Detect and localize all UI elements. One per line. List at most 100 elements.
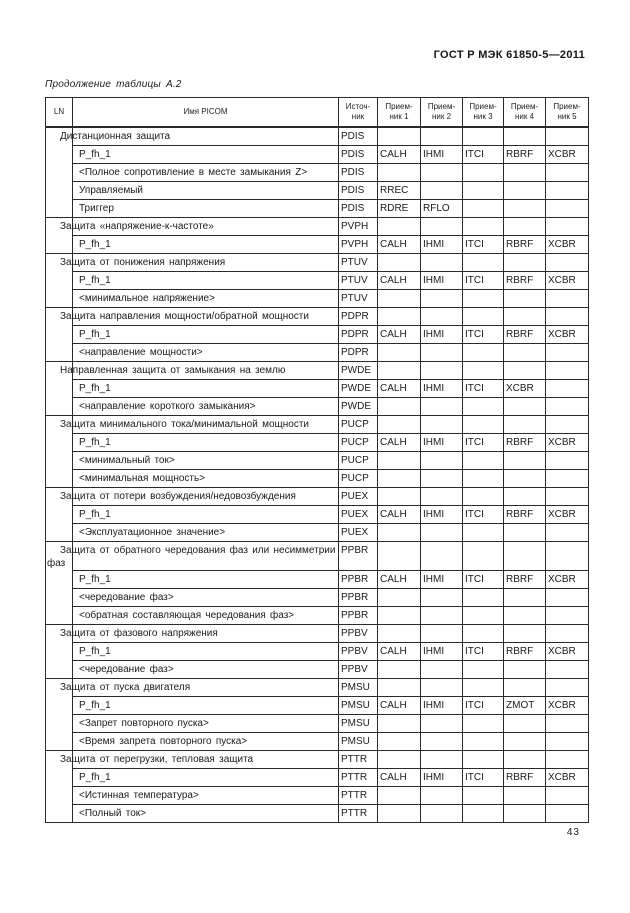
receiver-cell (420, 731, 463, 751)
table-row: P_fh_1 PWDE CALH IHMI ITCI XCBR (46, 378, 589, 398)
receiver-cell (462, 450, 504, 470)
picom-group-name: Защита от перегрузки, тепловая защита (60, 753, 254, 765)
receiver-cell: RFLO (420, 198, 463, 218)
table-row: <направление мощности> PDPR (46, 342, 589, 362)
receiver-cell (420, 414, 463, 434)
receiver-cell (545, 803, 589, 823)
receiver-cell: IHMI (420, 569, 463, 589)
receiver-cell: ITCI (462, 767, 504, 787)
receiver-cell (503, 252, 546, 272)
receiver-cell (462, 677, 504, 697)
receiver-cell: RDRE (377, 198, 421, 218)
table-row: <Полный ток> PTTR (46, 803, 589, 823)
receiver-cell (377, 522, 421, 542)
receiver-cell (420, 360, 463, 380)
source-cell: PVPH (338, 216, 378, 236)
receiver-cell: ITCI (462, 641, 504, 661)
receiver-cell: CALH (377, 144, 421, 164)
picom-name-cell: P_fh_1 (72, 432, 339, 452)
receiver-cell (377, 486, 421, 506)
table-row: P_fh_1 PUEX CALH IHMI ITCI RBRF XCBR (46, 504, 589, 524)
receiver-cell: CALH (377, 378, 421, 398)
receiver-cell (545, 522, 589, 542)
ln-cell (45, 414, 73, 488)
receiver-cell: ITCI (462, 324, 504, 344)
receiver-cell: XCBR (545, 695, 589, 715)
source-cell: PTTR (338, 749, 378, 769)
picom-name-cell: P_fh_1 (72, 641, 339, 661)
picom-name-cell: <Эксплуатационное значение> (72, 522, 339, 542)
receiver-cell (377, 342, 421, 362)
picom-group-name-cell: Защита «напряжение-к-частоте» (60, 216, 339, 236)
receiver-cell: CALH (377, 270, 421, 290)
document-number: ГОСТ Р МЭК 61850-5—2011 (433, 49, 585, 61)
col-header-picom: Имя PICOM (72, 97, 339, 128)
receiver-cell (420, 659, 463, 679)
table-row: <минимальное напряжение> PTUV (46, 288, 589, 308)
receiver-cell (377, 540, 421, 571)
receiver-cell (420, 713, 463, 733)
receiver-cell (420, 587, 463, 607)
picom-group-name-cell: Защита от пуска двигателя (60, 677, 339, 697)
picom-name-cell: <Полный ток> (72, 803, 339, 823)
receiver-cell (377, 468, 421, 488)
receiver-cell (462, 605, 504, 625)
table-row: <Полное сопротивление в месте замыкания … (46, 162, 589, 182)
picom-name-cell: P_fh_1 (72, 144, 339, 164)
picom-name-cell: Управляемый (72, 180, 339, 200)
table-row: <Время запрета повторного пуска> PMSU (46, 731, 589, 751)
source-cell: PPBV (338, 641, 378, 661)
picom-name-cell: <минимальный ток> (72, 450, 339, 470)
receiver-cell (462, 486, 504, 506)
receiver-cell (462, 522, 504, 542)
picom-table: LN Имя PICOM Источ- ник Прием- ник 1 При… (45, 97, 589, 823)
table-row-group: Защита от потери возбуждения/недовозбужд… (45, 486, 589, 542)
table-row-group: Защита «напряжение-к-частоте» PVPH (45, 216, 589, 254)
table-row: P_fh_1 PDIS CALH IHMI ITCI RBRF XCBR (46, 144, 589, 164)
source-cell: PDIS (338, 144, 378, 164)
source-cell: PMSU (338, 695, 378, 715)
receiver-cell (377, 605, 421, 625)
receiver-cell (377, 360, 421, 380)
col-header-source: Источ- ник (338, 97, 378, 128)
picom-name-cell: P_fh_1 (72, 504, 339, 524)
receiver-cell (420, 162, 463, 182)
receiver-cell: RBRF (503, 641, 546, 661)
receiver-cell (377, 414, 421, 434)
picom-group-name-cell: Защита от фазового напряжения (60, 623, 339, 643)
source-cell: PPBR (338, 569, 378, 589)
receiver-cell: CALH (377, 641, 421, 661)
receiver-cell (420, 396, 463, 416)
receiver-cell (462, 803, 504, 823)
source-cell: PWDE (338, 360, 378, 380)
picom-name-cell: <минимальная мощность> (72, 468, 339, 488)
receiver-cell (462, 713, 504, 733)
col-header-ln: LN (45, 97, 73, 128)
receiver-cell (462, 396, 504, 416)
receiver-cell: ITCI (462, 504, 504, 524)
col-header-receiver1: Прием- ник 1 (377, 97, 421, 128)
receiver-cell (503, 342, 546, 362)
receiver-cell: CALH (377, 234, 421, 254)
ln-cell (45, 126, 73, 218)
source-cell: PMSU (338, 713, 378, 733)
ln-cell (45, 623, 73, 679)
receiver-cell (545, 414, 589, 434)
receiver-cell (545, 713, 589, 733)
receiver-cell (503, 623, 546, 643)
picom-name-cell: P_fh_1 (72, 324, 339, 344)
picom-name-cell: P_fh_1 (72, 569, 339, 589)
receiver-cell (420, 468, 463, 488)
table-row: <Запрет повторного пуска> PMSU (46, 713, 589, 733)
table-row-group: Защита от перегрузки, тепловая защита PTT… (45, 749, 589, 823)
source-cell: PTUV (338, 270, 378, 290)
table-caption: Продолжение таблицы А.2 (45, 79, 182, 90)
receiver-cell (462, 126, 504, 146)
picom-name-cell: P_fh_1 (72, 270, 339, 290)
picom-group-name-cell: Защита от потери возбуждения/недовозбужд… (60, 486, 339, 506)
receiver-cell: CALH (377, 695, 421, 715)
receiver-cell (462, 414, 504, 434)
picom-name-cell: <Время запрета повторного пуска> (72, 731, 339, 751)
picom-group-name: Защита от пуска двигателя (60, 681, 191, 693)
receiver-cell (377, 288, 421, 308)
